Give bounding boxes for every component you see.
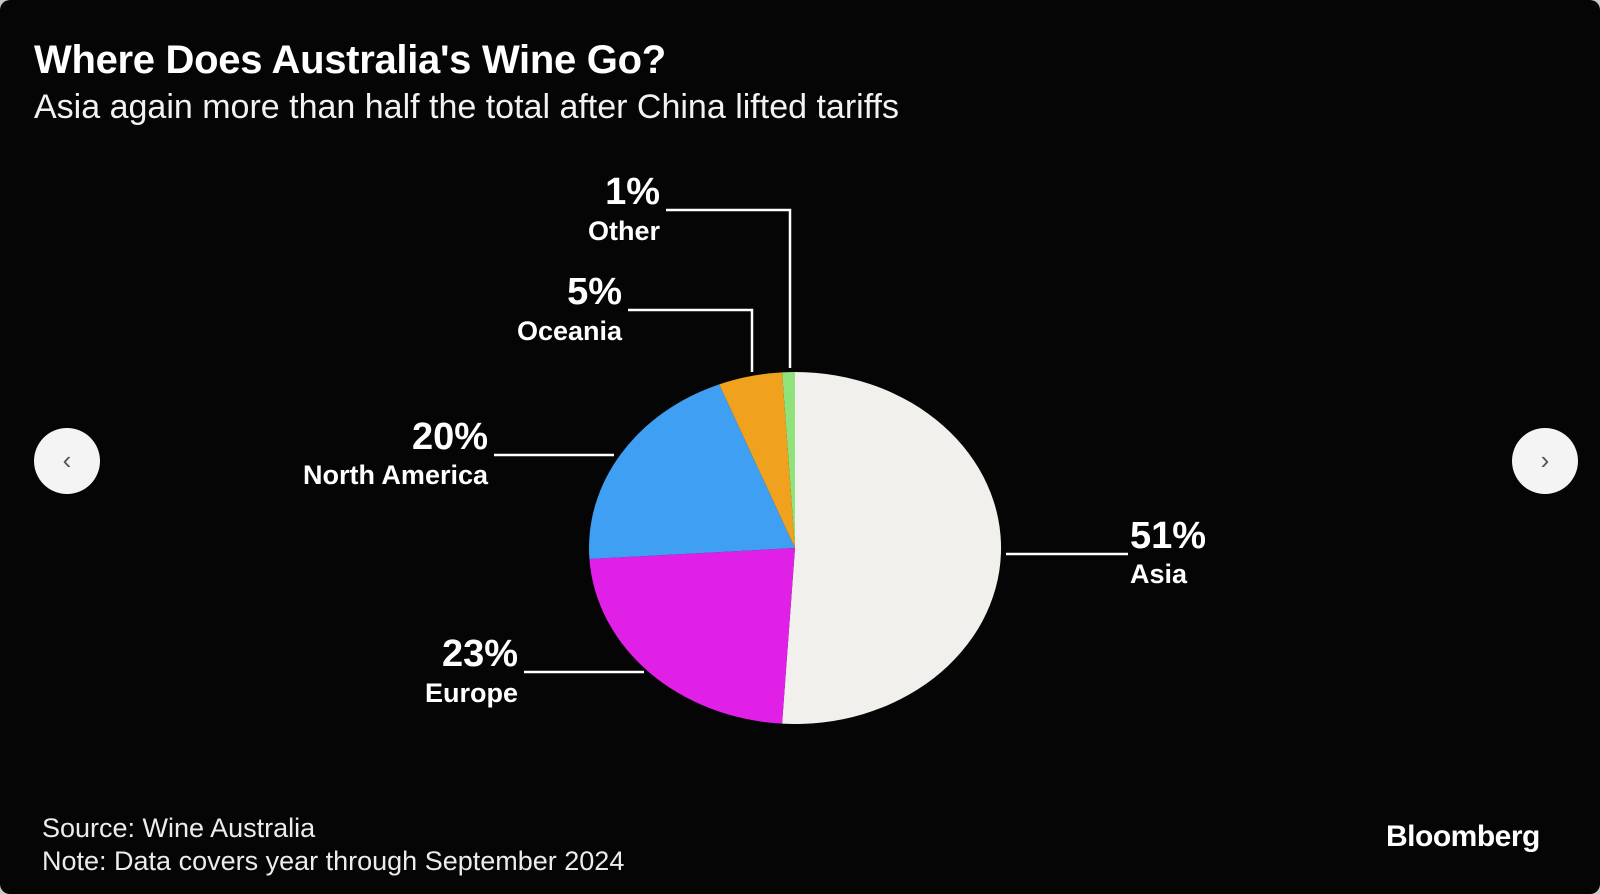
data-note: Note: Data covers year through September…	[42, 846, 625, 876]
data-label-oceania-category: Oceania	[517, 316, 623, 346]
previous-chart-button[interactable]: ‹	[34, 428, 100, 494]
data-label-asia-category: Asia	[1130, 559, 1188, 589]
next-chart-button[interactable]: ›	[1512, 428, 1578, 494]
chevron-left-icon: ‹	[62, 444, 72, 475]
chart-footer: Source: Wine Australia Note: Data covers…	[42, 812, 624, 878]
leader-line-other	[666, 208, 792, 368]
chevron-right-icon: ›	[1540, 444, 1550, 475]
data-label-europe-percent: 23%	[442, 633, 518, 675]
pie-slice-europe	[589, 548, 795, 724]
bloomberg-logo: Bloomberg	[1386, 820, 1540, 853]
data-label-asia-percent: 51%	[1130, 515, 1206, 557]
data-label-europe-category: Europe	[425, 678, 518, 708]
pie-slice-other	[782, 372, 795, 548]
source-note: Source: Wine Australia	[42, 813, 316, 843]
chart-title: Where Does Australia's Wine Go?	[34, 38, 666, 82]
chart-subtitle: Asia again more than half the total afte…	[34, 88, 899, 126]
data-label-other-category: Other	[588, 216, 661, 246]
pie-slice-north-america	[589, 384, 795, 560]
leader-lines	[494, 208, 1128, 674]
pie-slices	[589, 372, 1002, 724]
data-label-north-america-category: North America	[303, 460, 489, 490]
leader-line-oceania	[628, 308, 754, 372]
slice-labels: 51%Asia 23%Europe 20%North America 5%Oceani…	[303, 171, 1206, 708]
data-label-other-percent: 1%	[605, 171, 660, 213]
pie-slice-oceania	[719, 372, 795, 548]
data-label-oceania-percent: 5%	[567, 271, 622, 313]
data-label-north-america-percent: 20%	[412, 416, 488, 458]
pie-slice-asia	[782, 372, 1002, 724]
